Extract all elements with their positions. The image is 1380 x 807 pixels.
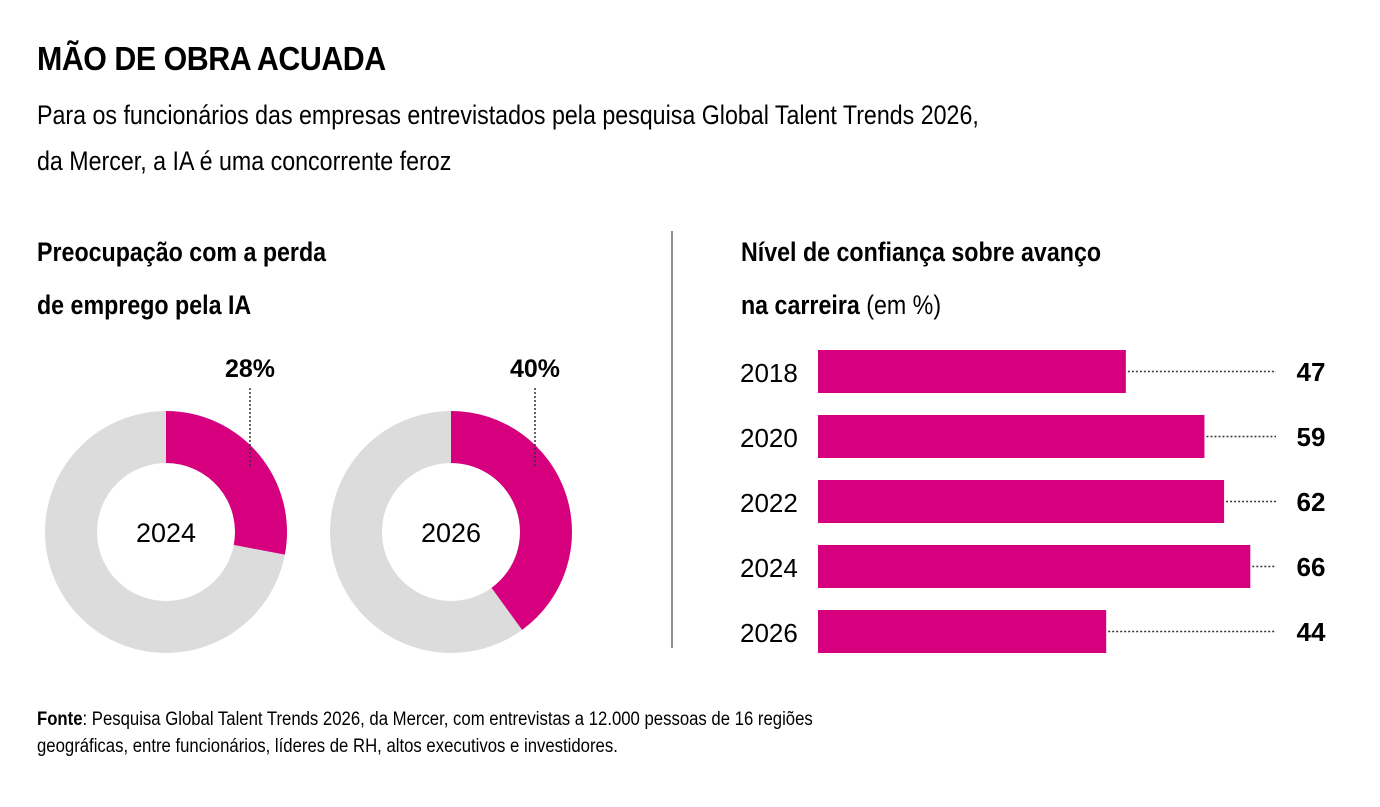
bar-value-label: 44 [1297, 617, 1326, 647]
source-line-2: geográficas, entre funcionários, líderes… [37, 736, 618, 757]
bar [818, 480, 1225, 523]
bar [818, 610, 1107, 653]
donut-chart-2026: 2026 40% [330, 355, 572, 653]
source-line-1: Fonte: Pesquisa Global Talent Trends 202… [37, 706, 813, 733]
donut-chart-2024: 2024 28% [45, 355, 287, 653]
bar-category-label: 2020 [740, 423, 798, 453]
donut-center-label: 2024 [136, 518, 196, 548]
source-note: Fonte: Pesquisa Global Talent Trends 202… [37, 706, 813, 760]
section-divider [671, 231, 673, 648]
infographic-title: MÃO DE OBRA ACUADA [37, 40, 386, 77]
bar-value-label: 47 [1297, 357, 1326, 387]
donut-value-label: 40% [510, 355, 560, 383]
bar-title-line-2: na carreira (em %) [741, 279, 1101, 332]
bar-category-label: 2026 [740, 618, 798, 648]
donut-value-segment [166, 411, 287, 555]
bar-title-unit: (em %) [866, 290, 942, 320]
bar-value-label: 62 [1297, 487, 1326, 517]
bar [818, 415, 1205, 458]
bar-value-label: 59 [1297, 422, 1326, 452]
source-text-1: : Pesquisa Global Talent Trends 2026, da… [82, 709, 813, 730]
donut-value-label: 28% [225, 355, 275, 383]
bar-value-label: 66 [1297, 552, 1326, 582]
bar-category-label: 2022 [740, 488, 798, 518]
subtitle-line-1: Para os funcionários das empresas entrev… [37, 100, 979, 130]
bar-title-line-1: Nível de confiança sobre avanço [741, 237, 1102, 267]
subtitle-line-2: da Mercer, a IA é uma concorrente feroz [37, 146, 452, 176]
donut-title-line-1: Preocupação com a perda [37, 237, 327, 267]
source-label: Fonte [37, 709, 83, 730]
bar [818, 350, 1126, 393]
donut-center-label: 2026 [421, 518, 481, 548]
bar [818, 545, 1251, 588]
infographic-subtitle: Para os funcionários das empresas entrev… [37, 92, 979, 184]
donut-value-segment [451, 411, 572, 630]
donut-section-title: Preocupação com a perda de emprego pela … [37, 226, 326, 332]
bar-title-bold: na carreira [741, 290, 860, 320]
bar-category-label: 2024 [740, 553, 798, 583]
bar-chart: 2018 47 2020 59 2022 62 2024 66 2026 44 [740, 350, 1326, 653]
bar-section-title: Nível de confiança sobre avanço na carre… [741, 226, 1101, 332]
donut-title-line-2: de emprego pela IA [37, 290, 252, 320]
bar-category-label: 2018 [740, 358, 798, 388]
